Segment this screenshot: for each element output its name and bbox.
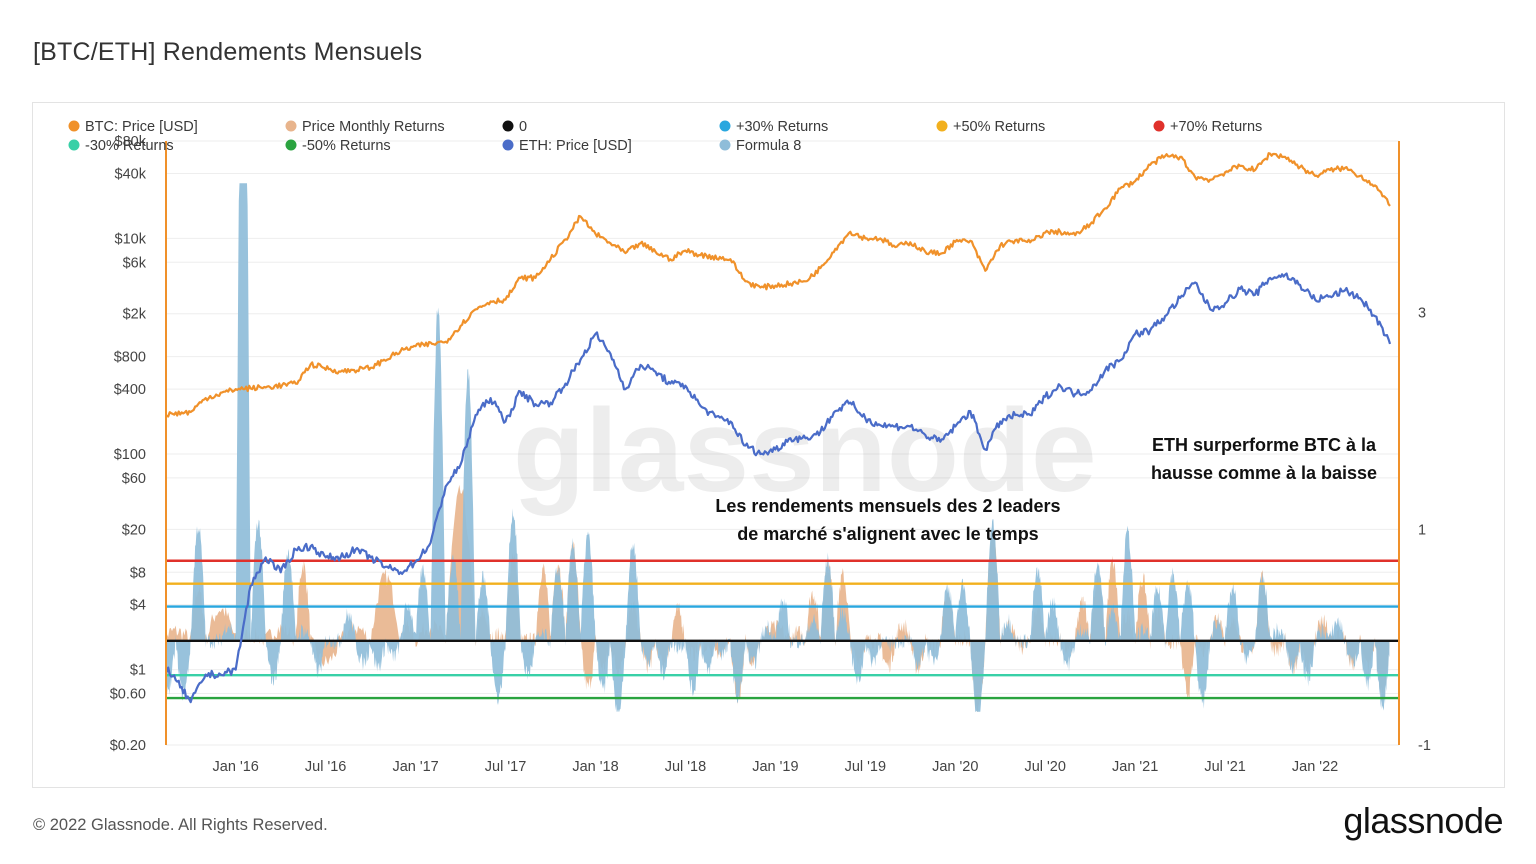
y-left-tick-label: $1 [130,663,146,679]
legend-dot [285,139,297,151]
legend-label: -50% Returns [302,138,391,154]
legend-label: -30% Returns [85,138,174,154]
eth-price-line [165,272,1392,704]
y-left-tick-label: $60 [122,471,146,487]
y-left-tick-label: $4 [130,598,146,614]
legend-dot [502,139,514,151]
legend-label: +30% Returns [736,119,828,135]
legend-label: Formula 8 [736,138,801,154]
threshold-lines [166,559,1399,700]
btc-price-line [166,152,1391,418]
legend-label: 0 [519,119,527,135]
x-axis: Jan '16 Jul '16 Jan '17 Jul '17 Jan '18 Jul '… [213,759,1339,775]
legend-dot [68,139,80,151]
y-left-tick-label: $10k [115,231,147,247]
footer-copyright: © 2022 Glassnode. All Rights Reserved. [33,816,328,834]
y-axis-right: 3 1 -1 [1418,306,1431,754]
y-left-tick-label: $8 [130,565,146,581]
x-tick-label: Jul '18 [665,759,706,775]
x-tick-label: Jan '18 [572,759,618,775]
x-tick-label: Jul '21 [1204,759,1245,775]
y-left-tick-label: $2k [123,307,147,323]
legend-label: +70% Returns [1170,119,1262,135]
legend-dot [68,120,80,132]
legend-dot [1153,120,1165,132]
legend-dot [719,120,731,132]
returns-areas [166,183,1390,712]
chart-svg: glassnode $80k $40k $10k $6k $2k $800 $400 $100… [68,119,1431,775]
y-right-tick-label: 3 [1418,306,1426,322]
legend-dot [502,120,514,132]
y-left-tick-label: $20 [122,522,146,538]
annotation-line: de marché s'alignent avec le temps [737,524,1038,544]
x-tick-label: Jul '19 [845,759,886,775]
legend-label: ETH: Price [USD] [519,138,632,154]
legend-label: Price Monthly Returns [302,119,445,135]
legend-dot [936,120,948,132]
watermark: glassnode [513,385,1097,517]
grid [166,140,1399,746]
y-left-tick-label: $6k [123,255,147,271]
y-left-tick-label: $400 [114,382,146,398]
y-right-tick-label: 1 [1418,522,1426,538]
annotations: ETH surperforme BTC à la hausse comme à l… [715,435,1377,544]
y-left-tick-label: $0.60 [110,687,146,703]
annotation-line: Les rendements mensuels des 2 leaders [715,496,1060,516]
x-tick-label: Jan '21 [1112,759,1158,775]
x-tick-label: Jan '22 [1292,759,1338,775]
legend-dot [719,139,731,151]
x-tick-label: Jan '17 [392,759,438,775]
y-right-tick-label: -1 [1418,738,1431,754]
legend-label: +50% Returns [953,119,1045,135]
legend: BTC: Price [USD] Price Monthly Returns 0 +3… [68,119,1262,154]
annotation-line: ETH surperforme BTC à la [1152,435,1377,455]
x-tick-label: Jan '16 [213,759,259,775]
y-left-tick-label: $0.20 [110,738,146,754]
glassnode-logo: glassnode [1343,800,1503,841]
legend-label: BTC: Price [USD] [85,119,198,135]
plot-border-lines [165,141,1400,745]
y-left-tick-label: $800 [114,350,146,366]
y-left-tick-label: $100 [114,447,146,463]
x-tick-label: Jul '17 [485,759,526,775]
btc-returns-area [167,484,1390,712]
legend-dot [285,120,297,132]
eth-returns-area [166,183,1390,712]
page-title: [BTC/ETH] Rendements Mensuels [33,38,423,66]
price-lines [165,152,1392,704]
annotation-line: hausse comme à la baisse [1151,463,1377,483]
y-axis-left: $80k $40k $10k $6k $2k $800 $400 $100 $60 $20 $8 $4… [110,134,147,754]
x-tick-label: Jan '19 [752,759,798,775]
x-tick-label: Jan '20 [932,759,978,775]
chart-frame: glassnode $80k $40k $10k $6k $2k $800 $400 $100… [32,102,1505,788]
y-left-tick-label: $40k [115,166,147,182]
y-left-tick-label: $80k [115,134,147,150]
x-tick-label: Jul '20 [1024,759,1065,775]
x-tick-label: Jul '16 [305,759,346,775]
